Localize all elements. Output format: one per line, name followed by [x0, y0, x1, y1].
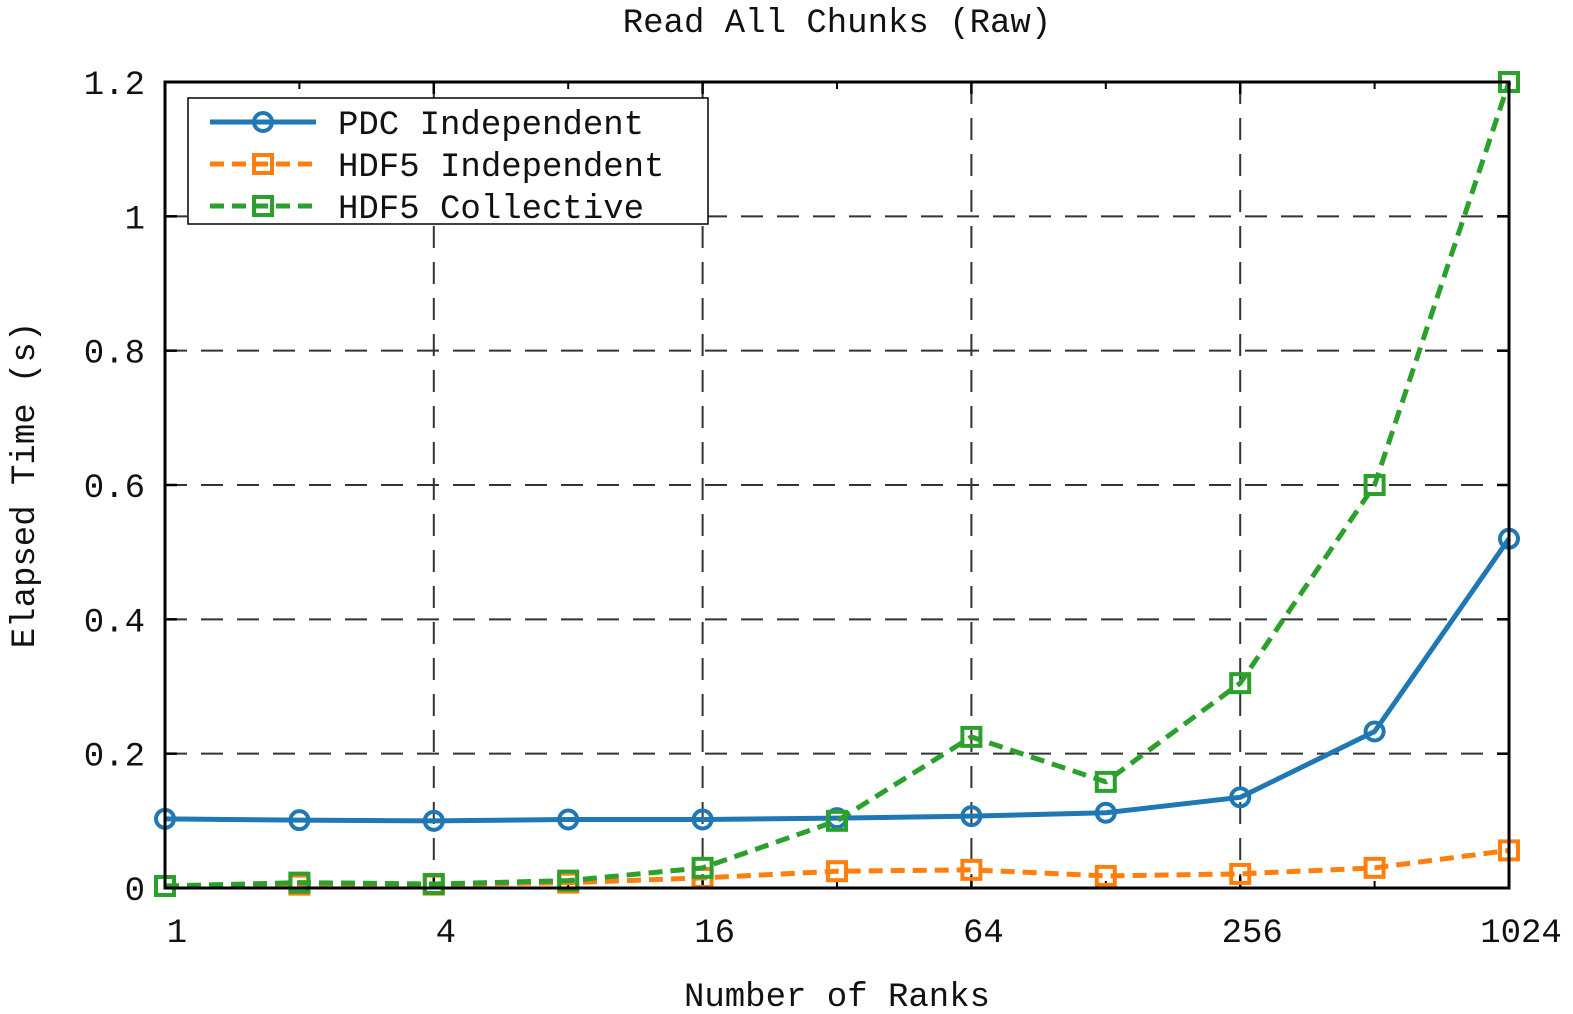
- y-tick-label: 1: [125, 201, 145, 239]
- data-point: [1094, 864, 1117, 887]
- x-tick-label: 4: [436, 915, 456, 953]
- y-tick-label: 1.2: [84, 67, 145, 105]
- series-2: [154, 71, 1520, 897]
- x-tick-label: 16: [694, 915, 735, 953]
- y-tick-label: 0: [125, 873, 145, 911]
- legend: PDC Independent HDF5 Independent HDF5 Coll…: [187, 97, 709, 229]
- x-tick-label: 64: [963, 915, 1004, 953]
- data-point: [826, 860, 848, 883]
- y-axis-label: Elapsed Time (s): [7, 322, 45, 648]
- y-tick-label: 0.8: [84, 336, 145, 374]
- data-point: [960, 725, 983, 748]
- legend-marker: [252, 153, 274, 175]
- data-point: [691, 856, 714, 879]
- data-point: [1229, 862, 1252, 885]
- legend-marker: [252, 195, 274, 217]
- x-tick-label: 1024: [1480, 915, 1562, 953]
- data-point: [960, 858, 983, 881]
- series-line: [164, 81, 1512, 889]
- data-point: [1094, 770, 1117, 793]
- legend-entry: HDF5 Collective: [210, 191, 644, 229]
- legend-label: HDF5 Collective: [338, 191, 644, 229]
- x-tick-label: 1: [167, 915, 187, 953]
- plot-frame: [163, 80, 1511, 890]
- legend-entry: HDF5 Independent: [210, 149, 664, 187]
- data-point: [1363, 720, 1386, 743]
- legend-box: [187, 97, 709, 225]
- data-point: [960, 805, 983, 828]
- legend-label: HDF5 Independent: [338, 149, 664, 187]
- data-point: [557, 869, 580, 892]
- chart-title: Read All Chunks (Raw): [623, 5, 1051, 43]
- data-point: [288, 809, 311, 832]
- data-point: [1229, 672, 1252, 695]
- data-point: [1094, 801, 1117, 824]
- y-tick-label: 0.4: [84, 604, 145, 642]
- legend-label: PDC Independent: [338, 107, 644, 145]
- legend-marker: [252, 111, 274, 133]
- tick-labels: 1 4 16 64 256 1024 0 0.2 0.4 0.6 0.8 1 1.2: [84, 67, 1562, 953]
- data-point: [691, 808, 714, 831]
- y-tick-label: 0.6: [84, 470, 145, 508]
- data-point: [557, 808, 580, 831]
- data-point: [1229, 786, 1252, 809]
- x-axis-label: Number of Ranks: [684, 979, 990, 1014]
- data-point: [288, 871, 311, 894]
- data-point: [422, 872, 445, 895]
- series-line: [164, 537, 1512, 824]
- y-tick-label: 0.2: [84, 739, 145, 777]
- data-point: [826, 809, 848, 832]
- data-point: [1363, 474, 1386, 496]
- x-tick-label: 256: [1222, 915, 1283, 953]
- legend-entry: PDC Independent: [210, 107, 644, 145]
- series-layer: [154, 71, 1520, 897]
- data-point: [1363, 856, 1386, 879]
- data-point: [422, 809, 445, 832]
